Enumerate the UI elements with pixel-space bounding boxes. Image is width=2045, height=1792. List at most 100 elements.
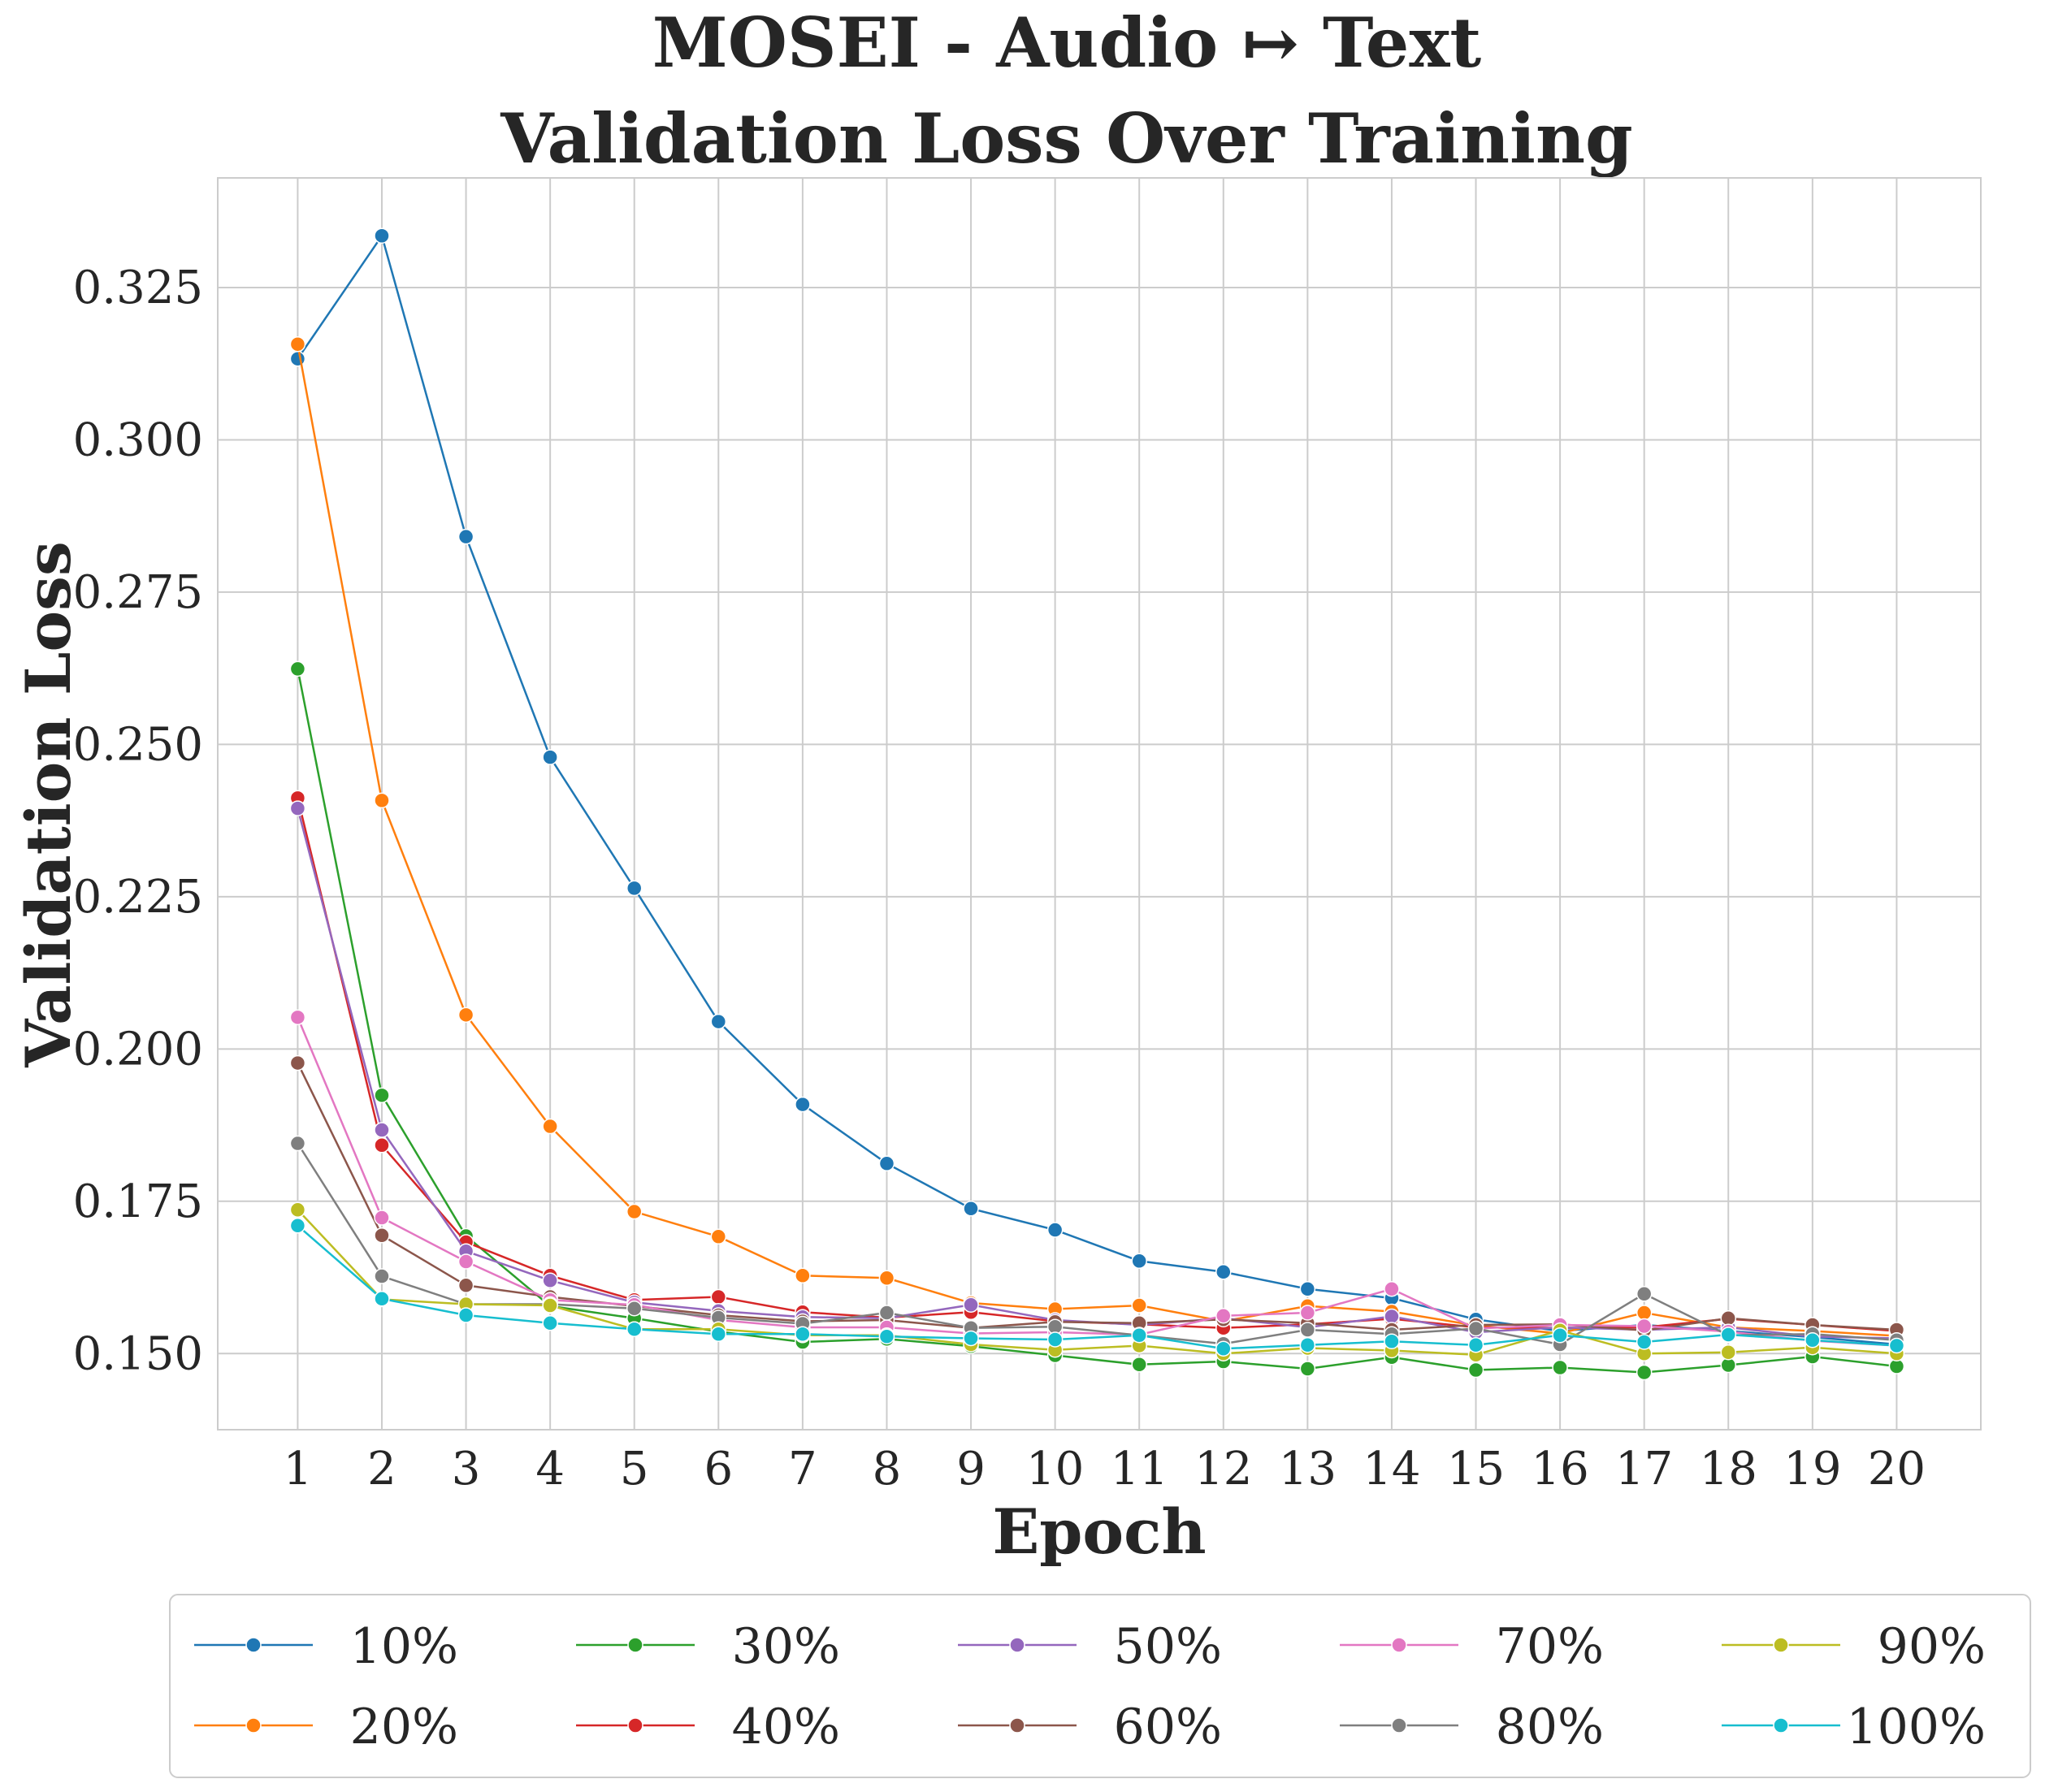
x-tick-label: 9 [956,1443,986,1495]
data-point [374,1087,390,1104]
x-tick-label: 16 [1531,1443,1588,1495]
data-point [1046,1222,1064,1238]
legend-entry: 60% [958,1699,1222,1755]
data-point [1720,1310,1737,1327]
data-point [878,1270,895,1287]
legend-label: 50% [1114,1618,1222,1675]
chart-title-line-1: MOSEI - Audio ↦ Text [652,2,1482,83]
data-point [289,1009,306,1026]
legend-marker [1009,1717,1025,1734]
data-point [374,792,390,809]
legend-label: 40% [732,1699,840,1755]
series-line [297,1209,1897,1357]
x-tick-label: 5 [620,1443,649,1495]
data-point [878,1155,895,1172]
data-point [289,1201,306,1218]
data-point [1636,1318,1653,1335]
legend-marker [627,1717,643,1734]
data-point [1636,1305,1653,1321]
data-point [1636,1334,1653,1350]
data-point [289,1135,306,1152]
data-point [457,1006,474,1024]
x-tick-label: 1 [284,1443,313,1495]
data-point [1805,1332,1821,1348]
data-point [289,350,306,367]
legend-entry: 90% [1722,1618,1986,1675]
data-point [1046,1331,1064,1348]
x-tick-label: 19 [1783,1443,1841,1495]
plot-frame [217,177,1982,1431]
legend: 10% 20% 30% 40% 50% 60% 70% 80% 90% 100% [169,1594,2031,1778]
data-point [1215,1340,1232,1357]
legend-entry: 50% [958,1618,1222,1675]
data-point [1552,1327,1568,1344]
legend-marker [1391,1637,1407,1653]
data-point [374,227,390,244]
data-point [1720,1344,1737,1361]
x-tick-label: 11 [1111,1443,1168,1495]
series-10% [289,227,1905,1353]
x-tick-label: 12 [1194,1443,1252,1495]
legend-label: 80% [1496,1699,1604,1755]
data-point [1384,1333,1400,1350]
chart-title-line-2: Validation Loss Over Training [500,98,1633,179]
data-point [1299,1337,1316,1353]
series-30% [289,660,1905,1381]
legend-marker [245,1717,262,1734]
series-80% [289,1135,1905,1353]
legend-marker [1773,1717,1789,1734]
legend-label: 100% [1846,1699,1986,1755]
data-point [1299,1322,1316,1338]
data-point [626,880,643,897]
legend-marker [245,1637,262,1653]
data-point [1131,1297,1147,1314]
series-line [297,1016,1897,1347]
x-axis-label: Epoch [992,1495,1206,1568]
series-40% [289,790,1905,1340]
data-point [1384,1308,1400,1325]
series-100% [289,1218,1905,1357]
data-point [626,1321,643,1338]
x-tick-label: 15 [1447,1443,1505,1495]
data-point [1888,1337,1905,1354]
legend-marker [1773,1637,1789,1653]
y-tick-label: 0.225 [73,871,203,924]
data-point [457,528,474,545]
series-line [297,807,1897,1340]
legend-marker [1391,1717,1407,1734]
series-60% [289,1054,1905,1339]
x-tick-label: 3 [452,1443,481,1495]
x-tick-label: 10 [1026,1443,1084,1495]
data-point [1384,1281,1400,1297]
data-point [795,1326,811,1343]
series-line [297,1063,1897,1332]
legend-entry: 100% [1722,1699,1986,1755]
data-point [457,1253,474,1270]
data-point [1636,1286,1653,1302]
x-tick-label: 8 [873,1443,902,1495]
legend-label: 10% [350,1618,458,1675]
data-point [1467,1320,1484,1337]
data-point [963,1330,979,1347]
data-point [795,1096,811,1113]
legend-marker [627,1637,643,1653]
legend-entry: 70% [1340,1618,1604,1675]
data-point [374,1227,390,1244]
legend-entry: 30% [576,1618,840,1675]
series-line [297,669,1897,1374]
data-point [1131,1327,1147,1344]
data-point [710,1288,727,1305]
data-point [289,1218,306,1234]
y-tick-label: 0.250 [73,718,203,771]
data-point [374,1137,390,1154]
data-point [457,1277,474,1294]
legend-label: 30% [732,1618,840,1675]
data-point [1299,1305,1316,1321]
x-tick-label: 13 [1279,1443,1337,1495]
data-point [710,1228,727,1245]
data-point [1467,1337,1484,1353]
x-tick-label: 7 [788,1443,817,1495]
data-point [374,1268,390,1284]
x-tick-label: 17 [1615,1443,1673,1495]
